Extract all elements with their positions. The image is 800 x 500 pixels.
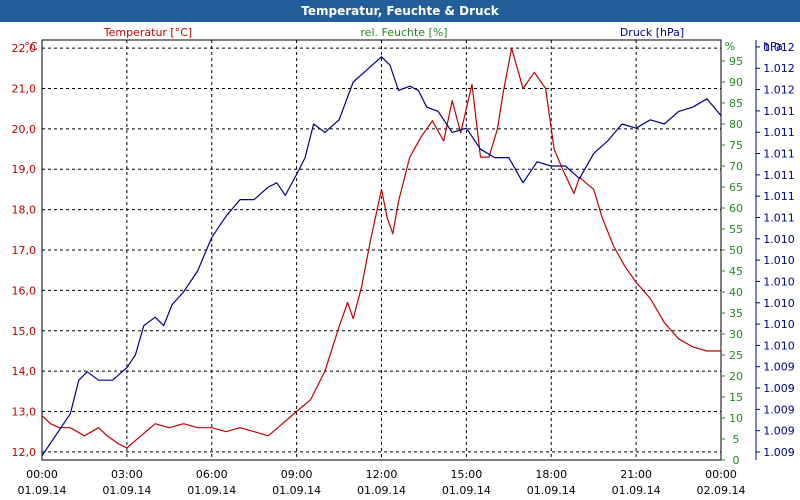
humidity-tick-label: 75 bbox=[729, 139, 743, 152]
x-tick-time: 00:00 bbox=[26, 468, 58, 481]
x-tick-time: 00:00 bbox=[705, 468, 737, 481]
pressure-tick-label: 1.009 bbox=[763, 361, 795, 374]
left-tick-label: 20,0 bbox=[12, 123, 37, 136]
left-tick-label: 15,0 bbox=[12, 325, 37, 338]
humidity-tick-label: 35 bbox=[729, 307, 743, 320]
humidity-tick-label: 90 bbox=[729, 76, 743, 89]
x-tick-date: 01.09.14 bbox=[442, 484, 491, 497]
legend-feuchte: rel. Feuchte [%] bbox=[360, 26, 447, 39]
left-tick-label: 19,0 bbox=[12, 163, 37, 176]
x-tick-time: 21:00 bbox=[620, 468, 652, 481]
chart-title: Temperatur, Feuchte & Druck bbox=[301, 4, 499, 18]
x-tick-date: 02.09.14 bbox=[697, 484, 746, 497]
left-tick-label: 12,0 bbox=[12, 446, 37, 459]
chart-title-bar: Temperatur, Feuchte & Druck bbox=[0, 0, 800, 22]
legend-temperatur: Temperatur [°C] bbox=[103, 26, 192, 39]
x-tick-date: 01.09.14 bbox=[187, 484, 236, 497]
pressure-tick-label: 1.011 bbox=[763, 126, 795, 139]
left-tick-label: 22,0 bbox=[12, 42, 37, 55]
humidity-tick-label: 65 bbox=[729, 181, 743, 194]
humidity-tick-label: 20 bbox=[729, 370, 743, 383]
pressure-tick-label: 1.011 bbox=[763, 148, 795, 161]
x-tick-time: 12:00 bbox=[366, 468, 398, 481]
pressure-tick-label: 1.010 bbox=[763, 254, 795, 267]
humidity-tick-label: 85 bbox=[729, 97, 743, 110]
humidity-tick-label: 10 bbox=[729, 412, 743, 425]
humidity-tick-label: 40 bbox=[729, 286, 743, 299]
x-tick-date: 01.09.14 bbox=[18, 484, 67, 497]
humidity-tick-label: 0 bbox=[733, 454, 740, 467]
humidity-tick-label: 60 bbox=[729, 202, 743, 215]
humidity-tick-label: 15 bbox=[729, 391, 743, 404]
pressure-tick-label: 1.011 bbox=[763, 105, 795, 118]
pressure-tick-label: 1.012 bbox=[763, 41, 795, 54]
left-tick-label: 16,0 bbox=[12, 284, 37, 297]
humidity-axis-unit: % bbox=[725, 40, 735, 53]
pressure-tick-label: 1.010 bbox=[763, 339, 795, 352]
x-tick-time: 03:00 bbox=[111, 468, 143, 481]
left-tick-label: 14,0 bbox=[12, 365, 37, 378]
left-tick-label: 17,0 bbox=[12, 244, 37, 257]
left-axis-unit: °C bbox=[24, 40, 38, 53]
pressure-tick-label: 1.009 bbox=[763, 382, 795, 395]
pressure-tick-label: 1.012 bbox=[763, 62, 795, 75]
pressure-tick-label: 1.011 bbox=[763, 211, 795, 224]
humidity-tick-label: 95 bbox=[729, 55, 743, 68]
x-tick-time: 18:00 bbox=[535, 468, 567, 481]
series-line-temperatur bbox=[41, 47, 721, 449]
humidity-tick-label: 80 bbox=[729, 118, 743, 131]
x-tick-date: 01.09.14 bbox=[357, 484, 406, 497]
humidity-tick-label: 55 bbox=[729, 223, 743, 236]
left-tick-label: 21,0 bbox=[12, 82, 37, 95]
pressure-tick-label: 1.011 bbox=[763, 169, 795, 182]
humidity-tick-label: 70 bbox=[729, 160, 743, 173]
pressure-tick-label: 1.011 bbox=[763, 190, 795, 203]
x-tick-date: 01.09.14 bbox=[102, 484, 151, 497]
humidity-tick-label: 50 bbox=[729, 244, 743, 257]
pressure-tick-label: 1.012 bbox=[763, 84, 795, 97]
series-line-druck bbox=[41, 56, 722, 457]
pressure-tick-label: 1.010 bbox=[763, 297, 795, 310]
left-tick-label: 18,0 bbox=[12, 204, 37, 217]
x-tick-time: 09:00 bbox=[281, 468, 313, 481]
pressure-tick-label: 1.009 bbox=[763, 446, 795, 459]
humidity-tick-label: 45 bbox=[729, 265, 743, 278]
x-tick-date: 01.09.14 bbox=[612, 484, 661, 497]
x-tick-time: 15:00 bbox=[451, 468, 483, 481]
pressure-tick-label: 1.009 bbox=[763, 425, 795, 438]
humidity-tick-label: 5 bbox=[733, 433, 740, 446]
humidity-tick-label: 30 bbox=[729, 328, 743, 341]
pressure-tick-label: 1.009 bbox=[763, 403, 795, 416]
pressure-tick-label: 1.010 bbox=[763, 318, 795, 331]
pressure-axis-unit: hPa bbox=[763, 40, 783, 53]
x-tick-date: 01.09.14 bbox=[527, 484, 576, 497]
pressure-tick-label: 1.010 bbox=[763, 275, 795, 288]
left-tick-label: 13,0 bbox=[12, 406, 37, 419]
x-tick-date: 01.09.14 bbox=[272, 484, 321, 497]
legend-druck: Druck [hPa] bbox=[620, 26, 684, 39]
pressure-tick-label: 1.010 bbox=[763, 233, 795, 246]
humidity-tick-label: 25 bbox=[729, 349, 743, 362]
x-tick-time: 06:00 bbox=[196, 468, 228, 481]
